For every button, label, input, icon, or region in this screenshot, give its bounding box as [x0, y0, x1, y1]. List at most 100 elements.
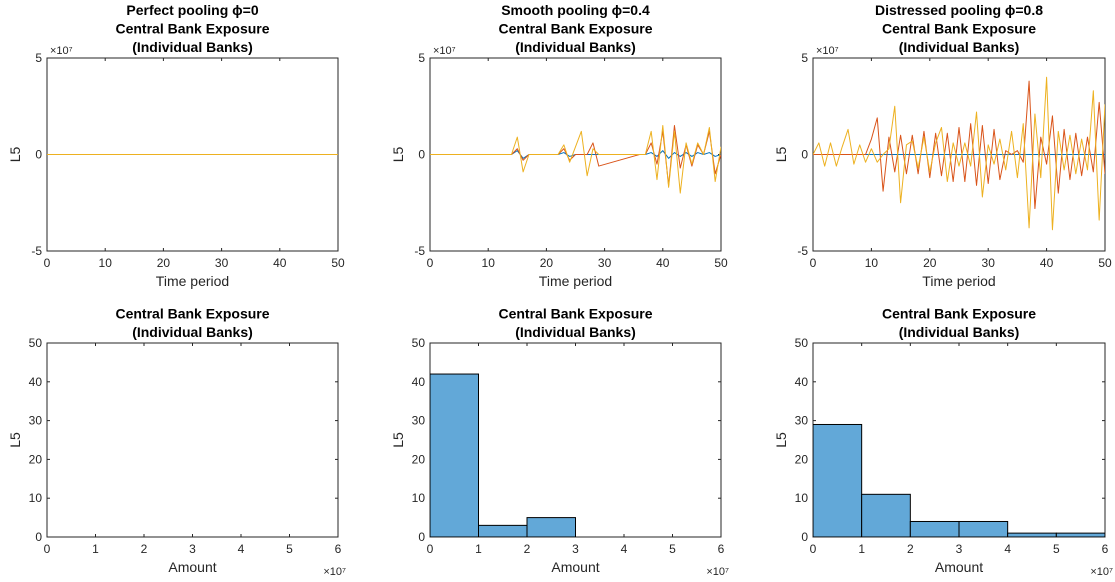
x-tick-label: 0 — [810, 542, 817, 556]
x-axis-label: Time period — [539, 273, 612, 289]
plot-area — [46, 342, 339, 538]
chart-title-line: Central Bank Exposure — [498, 21, 652, 37]
y-tick-label: 50 — [412, 336, 426, 350]
data-marks — [430, 373, 576, 537]
x-tick-label: 1 — [858, 542, 865, 556]
x-tick-label: 5 — [669, 542, 676, 556]
y-tick-label: 50 — [795, 336, 809, 350]
x-tick-label: 40 — [273, 256, 287, 270]
x-tick-label: 0 — [44, 256, 51, 270]
x-axis-label: Time period — [156, 273, 229, 289]
x-tick-label: 0 — [44, 542, 51, 556]
x-tick-label: 0 — [810, 256, 817, 270]
series-line-3 — [430, 125, 721, 194]
histogram-bar — [909, 520, 960, 537]
chart-title-line: Smooth pooling ϕ=0.4 — [501, 2, 650, 18]
chart-panel-ts1: Perfect pooling ϕ=0 Central Bank Exposure… — [7, 2, 345, 289]
y-axis-label: L5 — [7, 432, 23, 448]
x-axis-label: Amount — [935, 559, 983, 575]
y-tick-label: 40 — [795, 375, 809, 389]
chart-title-line: (Individual Banks) — [899, 324, 1020, 340]
y-axis-label: L5 — [773, 432, 789, 448]
data-marks — [430, 125, 721, 194]
y-tick-label: 5 — [801, 51, 808, 65]
chart-panel-ts3: Distressed pooling ϕ=0.8 Central Bank Exp… — [773, 2, 1112, 289]
x-tick-label: 30 — [598, 256, 612, 270]
x-tick-label: 0 — [427, 542, 434, 556]
x-tick-label: 3 — [956, 542, 963, 556]
x-axis-label: Amount — [551, 559, 599, 575]
x-axis-label: Time period — [922, 273, 995, 289]
y-tick-label: 10 — [29, 491, 43, 505]
x-tick-label: 50 — [331, 256, 345, 270]
y-axis-label: L5 — [773, 147, 789, 163]
y-tick-label: 20 — [29, 452, 43, 466]
x-axis-exponent: ×10⁷ — [706, 566, 729, 578]
histogram-bar — [430, 373, 479, 537]
chart-title-line: Perfect pooling ϕ=0 — [126, 2, 258, 18]
x-tick-label: 50 — [714, 256, 728, 270]
x-tick-label: 30 — [215, 256, 229, 270]
chart-title-line: Central Bank Exposure — [115, 306, 269, 322]
y-tick-label: 5 — [418, 51, 425, 65]
histogram-bar — [1055, 532, 1105, 537]
histogram-bar — [526, 517, 576, 537]
x-axis-exponent: ×10⁷ — [323, 566, 346, 578]
chart-title-line: (Individual Banks) — [899, 39, 1020, 55]
chart-panel-h3: Central Bank Exposure (Individual Banks) 0… — [773, 306, 1113, 579]
y-tick-label: 20 — [795, 452, 809, 466]
x-tick-label: 4 — [1004, 542, 1011, 556]
x-tick-label: 6 — [718, 542, 725, 556]
x-tick-label: 3 — [572, 542, 579, 556]
chart-panel-h2: Central Bank Exposure (Individual Banks) 0… — [390, 306, 729, 579]
data-marks — [813, 423, 1105, 537]
y-axis-exponent: ×10⁷ — [433, 45, 456, 57]
x-tick-label: 20 — [923, 256, 937, 270]
y-axis-label: L5 — [390, 432, 406, 448]
x-tick-label: 1 — [92, 542, 99, 556]
x-axis-label: Amount — [168, 559, 216, 575]
histogram-bar — [1007, 532, 1057, 537]
chart-title-line: (Individual Banks) — [132, 324, 253, 340]
y-tick-label: 0 — [801, 148, 808, 162]
y-tick-label: 0 — [35, 148, 42, 162]
y-tick-label: 0 — [418, 530, 425, 544]
chart-title-line: (Individual Banks) — [515, 39, 636, 55]
x-tick-label: 30 — [982, 256, 996, 270]
y-tick-label: 40 — [412, 375, 426, 389]
y-axis-exponent: ×10⁷ — [816, 45, 839, 57]
y-tick-label: 30 — [29, 414, 43, 428]
x-tick-label: 10 — [99, 256, 113, 270]
x-tick-label: 0 — [427, 256, 434, 270]
x-tick-label: 50 — [1098, 256, 1112, 270]
y-tick-label: 30 — [412, 414, 426, 428]
y-tick-label: 0 — [418, 148, 425, 162]
x-tick-label: 4 — [621, 542, 628, 556]
x-tick-label: 2 — [524, 542, 531, 556]
y-tick-label: -5 — [31, 244, 42, 258]
histogram-bar — [861, 493, 911, 537]
x-tick-label: 10 — [865, 256, 879, 270]
x-tick-label: 40 — [1040, 256, 1054, 270]
chart-panel-h1: Central Bank Exposure (Individual Banks) 0… — [7, 306, 346, 579]
y-tick-label: -5 — [414, 244, 425, 258]
x-tick-label: 6 — [1102, 542, 1109, 556]
y-tick-label: 50 — [29, 336, 43, 350]
x-tick-label: 10 — [482, 256, 496, 270]
y-tick-label: 0 — [35, 530, 42, 544]
chart-title-line: Central Bank Exposure — [115, 21, 269, 37]
histogram-bar — [958, 520, 1009, 537]
y-axis-exponent: ×10⁷ — [50, 45, 73, 57]
histogram-bar — [813, 423, 863, 537]
chart-title-line: (Individual Banks) — [515, 324, 636, 340]
x-axis-exponent: ×10⁷ — [1090, 566, 1113, 578]
y-tick-label: -5 — [797, 244, 808, 258]
x-tick-label: 2 — [141, 542, 148, 556]
y-tick-label: 10 — [795, 491, 809, 505]
y-tick-label: 40 — [29, 375, 43, 389]
chart-panel-ts2: Smooth pooling ϕ=0.4 Central Bank Exposur… — [390, 2, 728, 289]
x-tick-label: 4 — [238, 542, 245, 556]
y-tick-label: 20 — [412, 452, 426, 466]
x-tick-label: 3 — [189, 542, 196, 556]
y-tick-label: 5 — [35, 51, 42, 65]
